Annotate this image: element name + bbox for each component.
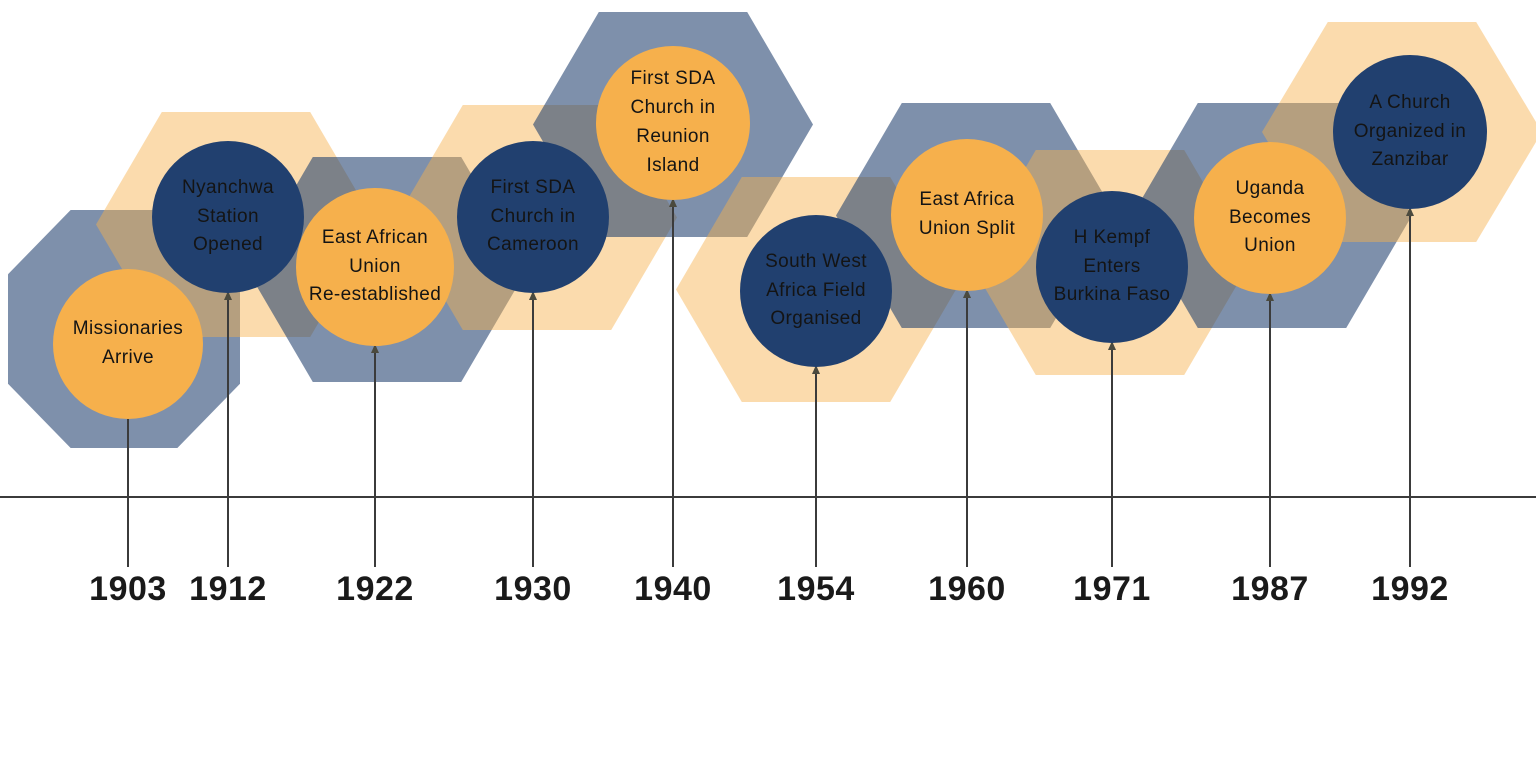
event-connector-1930 [532,291,534,567]
event-circle-1930: First SDA Church in Cameroon [457,141,609,293]
event-label-line: Opened [192,234,263,256]
timeline-axis [0,496,1536,498]
event-label-line: East African [321,226,429,248]
year-label-1960: 1960 [928,570,1006,608]
event-label-line: Church in [630,97,716,119]
event-circle-1954: South West Africa Field Organised [740,215,892,367]
event-label-line: Burkina Faso [1053,284,1171,306]
event-label-line: Re-established [308,284,442,306]
year-label-1912: 1912 [189,570,267,608]
event-circle-1960: East Africa Union Split [891,139,1043,291]
arrow-up-icon-1940 [668,198,677,207]
year-label-1971: 1971 [1073,570,1151,608]
event-label-line: South West [765,250,867,272]
event-connector-1954 [815,365,817,567]
year-label-1987: 1987 [1231,570,1309,608]
arrow-up-icon-1930 [528,291,537,300]
event-label-line: Church in [490,205,576,227]
event-circle-1912: Nyanchwa Station Opened [152,141,304,293]
event-label-line: Uganda [1235,177,1305,199]
event-label-line: Station [197,205,259,227]
year-label-1930: 1930 [494,570,572,608]
event-connector-1971 [1111,341,1113,567]
event-connector-1922 [374,344,376,567]
event-label-line: First SDA [490,176,576,198]
event-label-line: First SDA [630,68,716,90]
event-circle-1971: H Kempf Enters Burkina Faso [1036,191,1188,343]
event-label-line: Missionaries [72,318,184,340]
event-circle-1903: Missionaries Arrive [53,269,203,419]
arrow-up-icon-1912 [223,291,232,300]
arrow-up-icon-1987 [1265,292,1274,301]
event-label-line: East Africa [919,189,1015,211]
event-label-line: Becomes [1228,206,1311,228]
event-label-line: A Church [1369,91,1451,113]
event-circle-1992: A Church Organized in Zanzibar [1333,55,1487,209]
arrow-up-icon-1922 [370,344,379,353]
event-label-line: Organised [770,308,862,330]
event-label-line: Reunion [636,126,710,147]
event-circle-1987: Uganda Becomes Union [1194,142,1346,294]
event-label-line: Zanzibar [1371,149,1449,171]
event-label-line: Island [646,154,700,176]
arrow-up-icon-1992 [1405,207,1414,216]
event-connector-1903 [127,417,129,567]
event-label-line: Arrive [101,347,154,368]
event-label-line: Organized in [1353,120,1467,142]
year-label-1903: 1903 [89,570,167,608]
event-connector-1940 [672,198,674,567]
arrow-up-icon-1971 [1107,341,1116,350]
event-connector-1987 [1269,292,1271,567]
year-label-1922: 1922 [336,570,414,608]
year-label-1992: 1992 [1371,570,1449,608]
year-label-1940: 1940 [634,570,712,608]
arrow-up-icon-1954 [811,365,820,374]
event-connector-1992 [1409,207,1411,567]
event-label-line: Cameroon [487,234,579,256]
event-label-line: Union [1244,235,1296,257]
event-label-line: Nyanchwa [182,176,274,198]
event-connector-1960 [966,289,968,567]
event-label-line: Union [349,255,401,277]
event-circle-1922: East African Union Re-established [296,188,454,346]
year-label-1954: 1954 [777,570,855,608]
event-connector-1912 [227,291,229,567]
event-circle-1940: First SDA Church in Reunion Island [596,46,750,200]
event-label-line: Africa Field [766,279,866,301]
event-label-line: Union Split [918,218,1016,239]
event-label-line: H Kempf [1073,226,1151,248]
event-label-line: Enters [1083,255,1141,277]
arrow-up-icon-1960 [962,289,971,298]
